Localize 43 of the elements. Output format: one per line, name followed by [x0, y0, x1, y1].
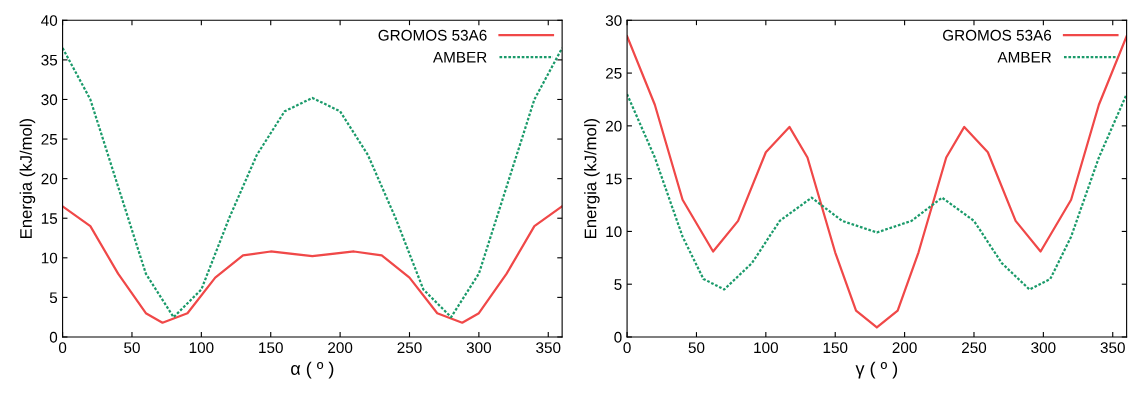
- y-tick-label: 15: [41, 213, 58, 224]
- x-tick-label: 350: [1100, 342, 1125, 354]
- x-tick-label: 350: [536, 342, 561, 354]
- y-tick-label: 5: [49, 292, 58, 304]
- y-tick-label: 25: [41, 133, 58, 145]
- x-tick-label: 200: [328, 342, 353, 354]
- y-tick-label: 10: [606, 226, 622, 238]
- x-axis-title: γ ( º ): [855, 361, 898, 379]
- x-tick-label: 300: [1031, 342, 1056, 354]
- x-tick-label: 100: [754, 342, 778, 354]
- x-tick-label: 100: [189, 342, 214, 354]
- x-tick-label: 50: [124, 342, 140, 354]
- y-tick-label: 0: [49, 331, 58, 343]
- line-series: [62, 46, 563, 319]
- y-tick-label: 20: [41, 173, 58, 185]
- legend-label: AMBER: [997, 51, 1052, 63]
- y-axis-title: Energia (kJ/mol): [584, 119, 600, 238]
- y-tick-label: 15: [606, 173, 622, 185]
- legend-label: AMBER: [432, 51, 487, 63]
- x-axis-title: α ( º ): [291, 361, 334, 379]
- x-tick-label: 300: [466, 342, 492, 354]
- y-tick-label: 20: [605, 120, 622, 132]
- x-tick-label: 250: [397, 342, 422, 354]
- x-tick-label: 200: [892, 342, 917, 354]
- y-tick-label: 5: [614, 279, 622, 290]
- x-tick-label: 50: [688, 342, 705, 354]
- x-tick-label: 150: [823, 342, 848, 354]
- y-axis-title: Energia (kJ/mol): [19, 119, 36, 238]
- x-tick-label: 150: [259, 342, 283, 354]
- line-series: [627, 93, 1127, 291]
- y-tick-label: 30: [41, 94, 58, 106]
- y-tick-label: 35: [41, 54, 58, 66]
- y-tick-label: 0: [614, 331, 622, 343]
- line-series: [62, 205, 563, 324]
- x-tick-label: 0: [58, 342, 67, 354]
- y-tick-label: 40: [41, 15, 58, 26]
- y-tick-label: 25: [605, 67, 622, 79]
- x-tick-label: 250: [962, 342, 987, 354]
- y-tick-label: 10: [41, 252, 58, 264]
- legend-label: GROMOS 53A6: [378, 29, 487, 41]
- legend-label: GROMOS 53A6: [943, 29, 1052, 41]
- y-tick-label: 30: [605, 15, 622, 26]
- x-tick-label: 0: [623, 342, 631, 354]
